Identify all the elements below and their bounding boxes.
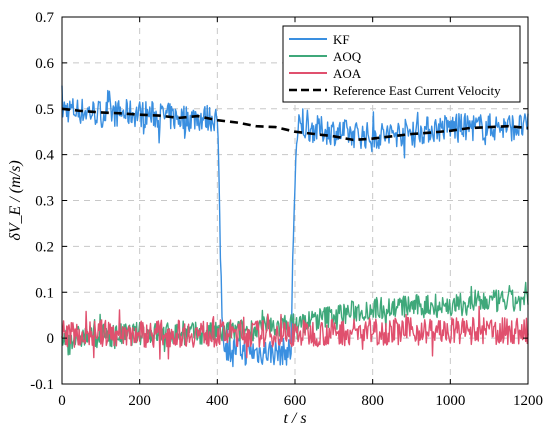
legend-label: KF [333, 32, 350, 47]
y-tick-label: 0.1 [35, 285, 54, 301]
series-line-2 [61, 305, 529, 360]
x-tick-label: 0 [58, 393, 66, 409]
y-axis-label: δV_E / (m/s) [7, 160, 24, 240]
legend-label: AOA [333, 66, 362, 81]
y-tick-label: 0 [47, 331, 55, 347]
legend-label: Reference East Current Velocity [333, 83, 501, 98]
x-axis-label: t / s [283, 410, 306, 427]
x-tick-label: 800 [361, 393, 384, 409]
series-line-0 [61, 85, 529, 368]
y-tick-label: 0.5 [35, 102, 54, 118]
y-tick-label: 0.3 [35, 194, 54, 210]
x-tick-label: 200 [128, 393, 151, 409]
series-layer [61, 85, 529, 368]
legend: KF AOQ AOA Reference East Current Velocity [282, 25, 521, 103]
y-tick-label: 0.2 [35, 239, 54, 255]
y-tick-label: 0.4 [35, 148, 54, 164]
x-tick-label: 600 [284, 393, 307, 409]
y-tick-label: 0.6 [35, 56, 54, 72]
legend-label: AOQ [333, 49, 362, 64]
reference-line [61, 107, 529, 142]
ticks: 0 200 400 600 800 1000 1200-0.100.10.20.30.40.… [30, 10, 543, 409]
y-tick-label: -0.1 [30, 377, 54, 393]
y-tick-label: 0.7 [35, 10, 54, 26]
x-tick-label: 1200 [513, 393, 543, 409]
x-tick-label: 400 [206, 393, 229, 409]
x-tick-label: 1000 [435, 393, 465, 409]
